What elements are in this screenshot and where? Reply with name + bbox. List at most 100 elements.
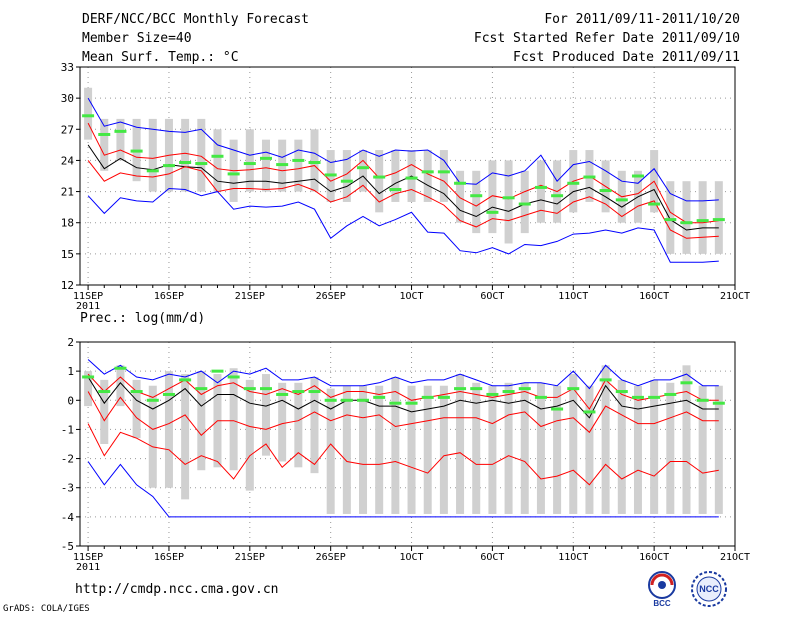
- panel1-ytick-label: 33: [61, 61, 74, 74]
- panel1-marker: [162, 164, 175, 168]
- panel2-xtick-label: 21SEP: [235, 552, 265, 563]
- panel1-xtick-label: 11OCT: [558, 291, 588, 302]
- panel1-marker: [243, 162, 256, 166]
- panel1-box: [100, 118, 109, 171]
- panel2-marker: [211, 369, 224, 373]
- panel2-box: [617, 379, 626, 514]
- bcc-logo: BCC: [648, 571, 676, 608]
- panel2-marker: [599, 378, 612, 382]
- panel1-ytick-label: 12: [61, 279, 74, 292]
- panel2-marker: [243, 387, 256, 391]
- panel2-marker: [502, 390, 515, 394]
- panel1-marker: [696, 219, 709, 223]
- panel2-box: [132, 379, 141, 439]
- panel1-box: [504, 160, 513, 244]
- source-url[interactable]: http://cmdp.ncc.cma.gov.cn: [75, 582, 279, 597]
- panel1-marker: [373, 175, 386, 179]
- panel1-marker: [146, 169, 159, 173]
- panel1-marker: [486, 210, 499, 214]
- panel2-box: [407, 385, 416, 514]
- panel2-box: [164, 371, 173, 488]
- panel2-marker: [259, 387, 272, 391]
- panel1-box: [439, 150, 448, 202]
- panel2-xtick-label: 26SEP: [316, 552, 346, 563]
- panel1-box: [245, 129, 254, 192]
- panel1-marker: [437, 170, 450, 174]
- panel2-box: [359, 385, 368, 514]
- panel2-marker: [405, 401, 418, 405]
- panel1-box: [116, 118, 125, 161]
- panel1-ytick-label: 27: [61, 123, 74, 136]
- panel2-marker: [114, 366, 127, 370]
- panel1-marker: [357, 166, 370, 170]
- panel1-ytick-label: 15: [61, 248, 74, 261]
- panel2-xtick-label: 21OCT: [720, 552, 750, 563]
- header-start-date: Fcst Started Refer Date 2011/09/10: [473, 31, 740, 46]
- panel2-series-min: [87, 461, 719, 518]
- panel2-marker: [486, 392, 499, 396]
- panel1-frame: [79, 66, 736, 286]
- panel2-marker: [648, 395, 661, 399]
- panel1-marker: [276, 163, 289, 167]
- panel1-ytick-label: 18: [61, 217, 74, 230]
- panel2-box: [375, 385, 384, 514]
- panel2-series-lowest: [87, 423, 719, 486]
- panel2-box: [650, 379, 659, 514]
- panel1-xtick-label: 16OCT: [639, 291, 669, 302]
- panel1-box: [342, 150, 351, 202]
- bcc-logo-label: BCC: [653, 599, 671, 608]
- panel2-xtick-label: 6OCT: [480, 552, 504, 563]
- panel1-xtick-label: 16SEP: [154, 291, 184, 302]
- panel2-marker: [534, 395, 547, 399]
- panel1-box: [294, 139, 303, 192]
- panel2-xtick-label: 1OCT: [399, 552, 423, 563]
- panel2-box: [245, 379, 254, 491]
- panel1-box: [84, 87, 93, 140]
- panel2-marker: [276, 392, 289, 396]
- panel2-ytick-label: -2: [61, 453, 74, 466]
- panel1-marker: [389, 187, 402, 191]
- panel1-series-min: [87, 187, 719, 263]
- panel2-marker: [98, 390, 111, 394]
- panel2-marker: [292, 390, 305, 394]
- panel2-box: [391, 376, 400, 514]
- panel1-box: [682, 181, 691, 254]
- panel2-box: [553, 385, 562, 514]
- panel2-ytick-label: -1: [61, 423, 74, 436]
- panel2-box: [666, 382, 675, 514]
- panel2-marker: [227, 375, 240, 379]
- panel1-box: [520, 170, 529, 234]
- panel1-ytick-label: 30: [61, 92, 74, 105]
- panel2-box: [520, 382, 529, 514]
- panel2-xtick-label: 11OCT: [558, 552, 588, 563]
- panel1-marker: [130, 149, 143, 153]
- header-variable: Mean Surf. Temp.: °C: [82, 50, 239, 65]
- panel1-marker: [534, 185, 547, 189]
- panel1-series-max: [87, 97, 719, 202]
- panel2-box: [342, 385, 351, 514]
- panel2-ytick-label: -5: [61, 540, 74, 553]
- panel2-box: [504, 382, 513, 514]
- panel1-marker: [421, 170, 434, 174]
- panel1-marker: [567, 181, 580, 185]
- panel1-marker: [583, 175, 596, 179]
- panel1-box: [423, 150, 432, 202]
- panel1-marker: [518, 202, 531, 206]
- panel2-series-mean: [87, 376, 719, 419]
- panel1-box: [472, 170, 481, 234]
- panel1-marker: [114, 129, 127, 133]
- panel1-xtick-label: 6OCT: [480, 291, 504, 302]
- panel1-marker: [615, 198, 628, 202]
- panel2-box: [326, 388, 335, 514]
- panel2-marker: [696, 398, 709, 402]
- panel1-box: [181, 118, 190, 192]
- panel2-marker: [324, 398, 337, 402]
- panel1-box: [391, 150, 400, 202]
- panel1-box: [213, 129, 222, 192]
- panel2-box: [714, 385, 723, 514]
- panel2-marker: [567, 387, 580, 391]
- panel2-box: [585, 385, 594, 514]
- panel1-marker: [340, 179, 353, 183]
- panel2-box: [439, 385, 448, 514]
- panel1-xtick-label: 1OCT: [399, 291, 423, 302]
